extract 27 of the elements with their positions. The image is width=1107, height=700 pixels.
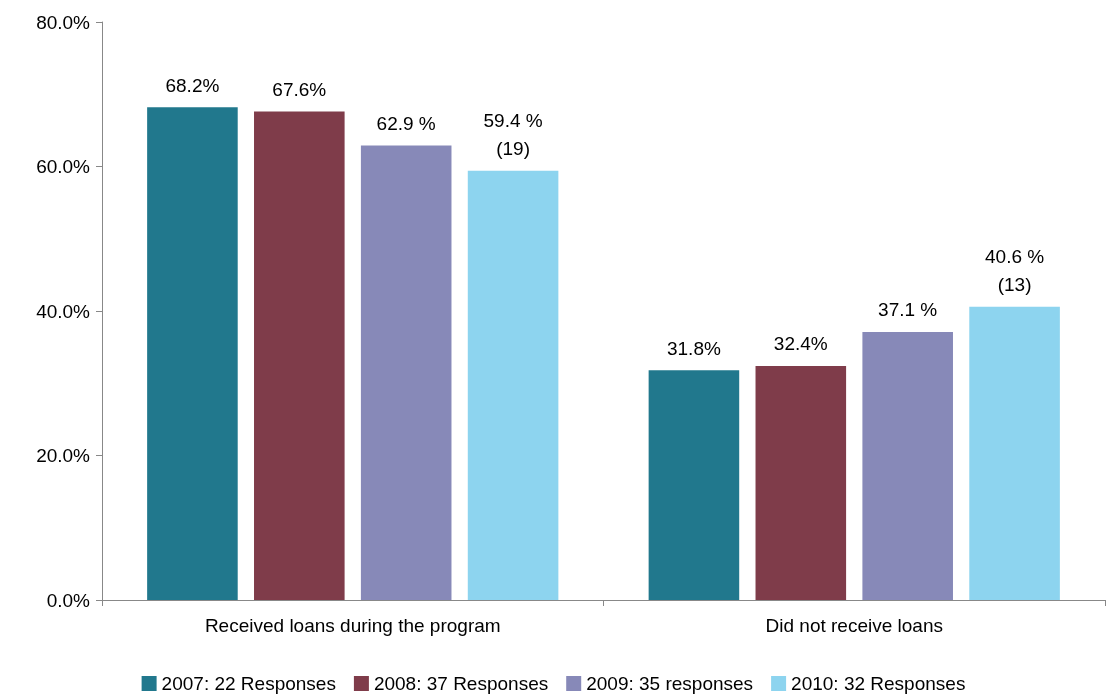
data-label: 68.2% xyxy=(165,74,220,96)
bar xyxy=(755,365,847,600)
legend-label: 2009: 35 responses xyxy=(586,673,754,694)
y-tick-label: 80.0% xyxy=(36,11,91,33)
legend-label: 2008: 37 Responses xyxy=(373,673,549,694)
x-tick-label: Did not receive loans xyxy=(765,615,943,636)
bar xyxy=(862,331,953,600)
data-label: 32.4% xyxy=(773,333,828,355)
y-tick-label: 20.0% xyxy=(36,445,91,466)
data-label: 40.6 % (13) xyxy=(985,246,1045,296)
y-tick-label: 60.0% xyxy=(36,156,91,177)
data-label: 62.9 % xyxy=(376,113,436,135)
bar xyxy=(467,170,559,600)
x-tick-label: Received loans during the program xyxy=(204,615,501,636)
y-tick-label: 0.0% xyxy=(46,589,91,611)
legend-label: 2007: 22 Responses xyxy=(161,673,336,694)
bar xyxy=(360,145,452,600)
bar xyxy=(648,370,740,600)
bar xyxy=(254,111,345,600)
data-label: 37.1 % xyxy=(878,299,938,321)
bar xyxy=(147,107,238,600)
bar xyxy=(969,306,1060,600)
y-tick-label: 40.0% xyxy=(36,300,91,322)
data-label: 67.6% xyxy=(272,79,327,101)
data-label: 59.4 % (19) xyxy=(483,110,543,160)
data-label: 31.8% xyxy=(666,337,721,359)
legend-label: 2010: 32 Responses xyxy=(791,673,966,694)
